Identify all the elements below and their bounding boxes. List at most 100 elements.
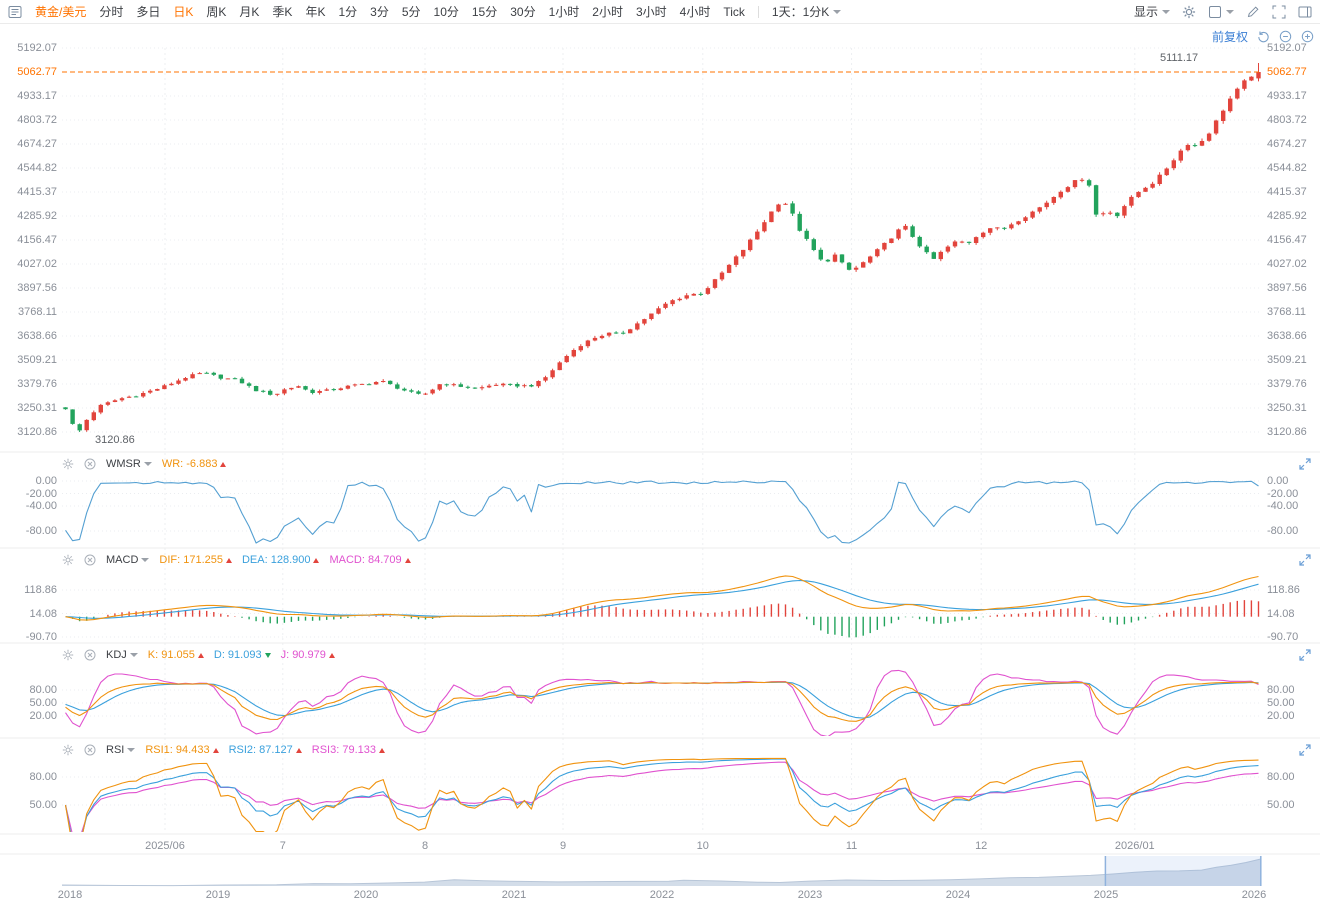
- main-y-tick-right: 3379.76: [1267, 378, 1307, 390]
- up-triangle-icon: [313, 557, 320, 563]
- wmsr-expand-icon[interactable]: [1299, 458, 1311, 470]
- period-tab-月K[interactable]: 月K: [239, 5, 260, 19]
- period-tab-3分[interactable]: 3分: [370, 5, 389, 19]
- kdj-y-tick-left: 50.00: [29, 697, 57, 709]
- period-tab-1小时[interactable]: 1小时: [548, 5, 580, 19]
- wmsr-dropdown[interactable]: WMSR: [106, 458, 152, 470]
- period-tab-2小时[interactable]: 2小时: [592, 5, 623, 19]
- indicator-close-icon[interactable]: [84, 554, 96, 566]
- main-y-tick-left: 4415.37: [17, 186, 57, 198]
- period-tab-3小时[interactable]: 3小时: [635, 5, 667, 19]
- indicator-settings-icon[interactable]: [62, 458, 74, 470]
- kdj-value-1: D: 91.093: [214, 649, 271, 661]
- kdj-dropdown[interactable]: KDJ: [106, 649, 138, 661]
- main-y-tick-left: 3638.66: [17, 330, 57, 342]
- period-tab-10分[interactable]: 10分: [433, 5, 459, 19]
- macd-dropdown[interactable]: MACD: [106, 554, 150, 566]
- kdj-expand-icon[interactable]: [1299, 649, 1311, 661]
- rsi-y-tick-right: 50.00: [1267, 799, 1295, 811]
- rsi-dropdown[interactable]: RSI: [106, 744, 136, 756]
- reset-view-icon[interactable]: [1257, 30, 1270, 43]
- kdj-panel-header: KDJ K: 91.055 D: 91.093 J: 90.979: [62, 648, 335, 662]
- main-y-tick-left: 3768.11: [18, 306, 57, 318]
- indicator-close-icon[interactable]: [84, 458, 96, 470]
- time-axis-label: 8: [421, 840, 429, 852]
- indicator-settings-icon[interactable]: [62, 744, 74, 756]
- main-y-tick-left: 3897.56: [17, 282, 57, 294]
- indicator-close-icon[interactable]: [84, 649, 96, 661]
- navigator-year-label: 2024: [945, 889, 971, 901]
- rsi-expand-icon[interactable]: [1299, 744, 1311, 756]
- period-tab-1分[interactable]: 1分: [338, 5, 358, 19]
- macd-value-1: DEA: 128.900: [242, 554, 320, 566]
- draw-tool-icon[interactable]: [1246, 5, 1260, 19]
- macd-expand-icon[interactable]: [1299, 554, 1311, 566]
- period-tab-分时[interactable]: 分时: [99, 5, 124, 19]
- main-y-tick-left: 4803.72: [17, 114, 57, 126]
- indicator-settings-icon[interactable]: [62, 554, 74, 566]
- chart-quick-actions: 前复权: [1212, 28, 1314, 45]
- period-tab-5分[interactable]: 5分: [401, 5, 421, 19]
- adjust-mode-link[interactable]: 前复权: [1211, 30, 1248, 44]
- watchlist-icon[interactable]: [8, 5, 22, 19]
- main-y-tick-right: 5192.07: [1267, 42, 1307, 54]
- chevron-down-icon: [1226, 9, 1234, 14]
- kdj-y-tick-right: 80.00: [1267, 684, 1295, 696]
- display-label: 显示: [1133, 5, 1158, 19]
- navigator-year-label: 2020: [353, 889, 379, 901]
- period-tab-日K[interactable]: 日K: [173, 5, 194, 19]
- indicator-close-icon[interactable]: [84, 744, 96, 756]
- zoom-in-icon[interactable]: [1301, 30, 1314, 43]
- main-y-tick-right: 4027.02: [1267, 258, 1307, 270]
- indicator-settings-icon[interactable]: [62, 649, 74, 661]
- zoom-out-icon[interactable]: [1279, 30, 1292, 43]
- fullscreen-icon[interactable]: [1272, 5, 1286, 19]
- main-y-tick-right: 4156.47: [1267, 234, 1307, 246]
- custom-period-dropdown[interactable]: 1天：1分K: [772, 3, 842, 20]
- chart-layout-dropdown[interactable]: [1208, 5, 1234, 19]
- period-tab-多日[interactable]: 多日: [136, 5, 161, 19]
- main-y-tick-right: 4803.72: [1267, 114, 1307, 126]
- sidebar-toggle-icon[interactable]: [1298, 5, 1312, 19]
- navigator-year-label: 2019: [205, 889, 231, 901]
- chevron-down-icon: [833, 9, 842, 14]
- period-tab-Tick[interactable]: Tick: [723, 4, 745, 19]
- navigator-year-label: 2021: [501, 889, 527, 901]
- time-axis-label: 11: [845, 840, 858, 852]
- settings-gear-icon[interactable]: [1182, 5, 1196, 19]
- main-y-tick-left: 3509.21: [17, 354, 57, 366]
- chevron-down-icon: [129, 653, 138, 657]
- symbol-label[interactable]: 黄金/美元: [35, 5, 87, 19]
- wmsr-y-tick-left: -20.00: [25, 487, 57, 500]
- main-y-tick-left: 3379.76: [17, 378, 57, 390]
- up-triangle-icon: [225, 557, 232, 563]
- wmsr-y-tick-right: 0.00: [1267, 475, 1289, 487]
- period-tab-周K[interactable]: 周K: [206, 5, 227, 19]
- main-y-tick-right: 4544.82: [1267, 162, 1307, 174]
- period-tab-30分[interactable]: 30分: [510, 5, 536, 19]
- wmsr-y-tick-left: -80.00: [25, 525, 57, 537]
- main-y-tick-right: 5062.77: [1267, 66, 1307, 78]
- main-y-tick-left: 4933.17: [17, 90, 57, 102]
- main-y-tick-right: 3509.21: [1267, 354, 1307, 366]
- period-tab-季K[interactable]: 季K: [272, 5, 293, 19]
- macd-value-0: DIF: 171.255: [159, 554, 232, 566]
- kdj-y-tick-left: 80.00: [29, 684, 57, 696]
- main-y-tick-right: 4933.17: [1267, 90, 1307, 102]
- main-y-tick-left: 3250.31: [17, 402, 57, 414]
- period-tab-4小时[interactable]: 4小时: [679, 5, 711, 19]
- up-triangle-icon: [197, 652, 204, 658]
- rsi-y-tick-left: 50.00: [29, 799, 57, 811]
- main-y-tick-left: 3120.86: [17, 426, 57, 438]
- kdj-y-tick-left: 20.00: [29, 710, 57, 722]
- display-dropdown[interactable]: 显示: [1134, 3, 1170, 20]
- main-y-tick-left: 4285.92: [17, 210, 57, 222]
- high-price-annotation: 5111.17: [1160, 52, 1199, 64]
- kdj-value-2: J: 90.979: [281, 649, 335, 661]
- up-triangle-icon: [379, 747, 385, 753]
- rsi-y-tick-left: 80.00: [29, 771, 57, 783]
- period-tab-年K[interactable]: 年K: [305, 5, 326, 19]
- period-tab-15分[interactable]: 15分: [471, 5, 498, 19]
